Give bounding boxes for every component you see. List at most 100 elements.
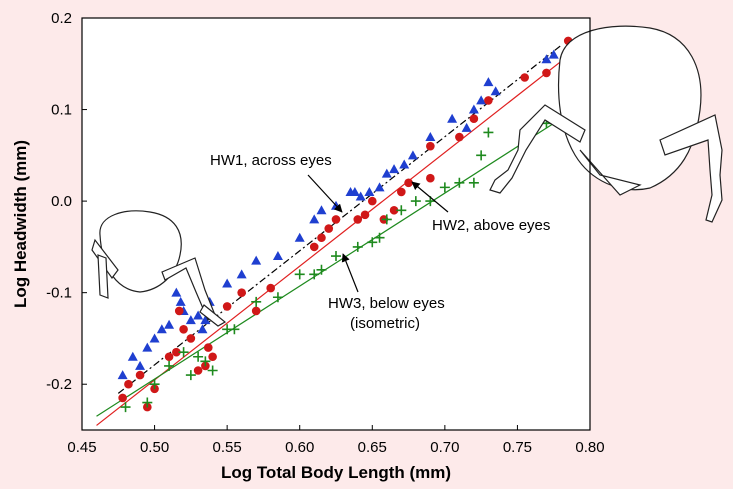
point (426, 173, 435, 183)
point (142, 397, 153, 408)
point (251, 255, 262, 265)
point (490, 86, 501, 96)
annotation-arrow (341, 253, 359, 293)
point (407, 150, 418, 160)
point (454, 177, 465, 188)
point (425, 132, 436, 142)
point (355, 191, 366, 201)
point (520, 73, 529, 82)
point (203, 343, 213, 352)
point (476, 95, 487, 105)
annotation-arrow (411, 181, 449, 213)
point (483, 127, 494, 138)
point (294, 269, 305, 280)
point (193, 366, 203, 375)
point (222, 302, 232, 311)
point (171, 287, 182, 297)
point (397, 187, 406, 197)
point (309, 269, 320, 280)
x-tick-label: 0.75 (503, 439, 532, 456)
point (193, 310, 204, 320)
point (381, 168, 392, 178)
point (200, 315, 211, 325)
point (349, 186, 360, 196)
point (175, 296, 186, 306)
point (468, 104, 479, 114)
point (164, 352, 174, 362)
y-tick-label: 0.1 (51, 102, 72, 119)
x-tick-label: 0.55 (213, 439, 242, 456)
point (124, 379, 133, 389)
point (389, 164, 400, 174)
point (317, 233, 326, 243)
point (364, 186, 375, 196)
point (374, 182, 385, 192)
annotation-arrow (307, 174, 343, 213)
y-tick-label: 0.2 (51, 10, 72, 27)
x-axis-title: Log Total Body Length (mm) (221, 463, 451, 482)
point (174, 306, 184, 316)
point (222, 278, 233, 288)
point (469, 114, 479, 124)
point (461, 122, 472, 132)
point (410, 196, 421, 207)
point (178, 347, 189, 358)
point (374, 232, 385, 243)
point (316, 264, 327, 275)
annotation: HW1, across eyes (210, 152, 332, 169)
point (164, 319, 175, 329)
point (251, 296, 262, 307)
point (484, 96, 493, 105)
point (399, 159, 410, 169)
trend-line (96, 49, 576, 426)
point (156, 324, 167, 334)
point (548, 49, 559, 59)
point (447, 113, 458, 123)
x-tick-label: 0.65 (358, 439, 387, 456)
x-tick-label: 0.50 (140, 439, 169, 456)
y-tick-label: -0.1 (46, 285, 72, 302)
point (149, 379, 160, 390)
point (229, 324, 240, 335)
point (316, 205, 327, 215)
point (396, 205, 407, 216)
point (476, 150, 487, 161)
point (381, 214, 392, 225)
point (251, 306, 261, 316)
point (468, 177, 479, 188)
point (208, 352, 217, 362)
annotation: (isometric) (350, 315, 420, 332)
small-ant-head (91, 210, 227, 327)
point (360, 210, 370, 220)
point (272, 292, 283, 303)
point (149, 333, 160, 343)
point (272, 251, 283, 261)
point (331, 215, 341, 224)
point (117, 370, 128, 380)
point (193, 351, 204, 362)
point (266, 283, 275, 293)
point (353, 215, 363, 224)
point (172, 347, 181, 357)
annotation: HW2, above eyes (432, 217, 550, 234)
point (200, 356, 211, 367)
plot-frame (81, 17, 591, 431)
x-tick-label: 0.45 (67, 439, 96, 456)
point (294, 232, 305, 242)
y-tick-label: 0.0 (51, 193, 72, 210)
point (164, 360, 175, 371)
x-tick-label: 0.80 (575, 439, 604, 456)
annotation: HW3, below eyes (328, 295, 445, 312)
point (185, 370, 196, 381)
point (185, 315, 196, 325)
point (118, 393, 127, 403)
point (135, 360, 146, 370)
point (207, 365, 218, 376)
point (483, 77, 494, 87)
point (367, 237, 378, 248)
point (179, 324, 188, 334)
point (186, 334, 196, 343)
point (197, 324, 208, 334)
